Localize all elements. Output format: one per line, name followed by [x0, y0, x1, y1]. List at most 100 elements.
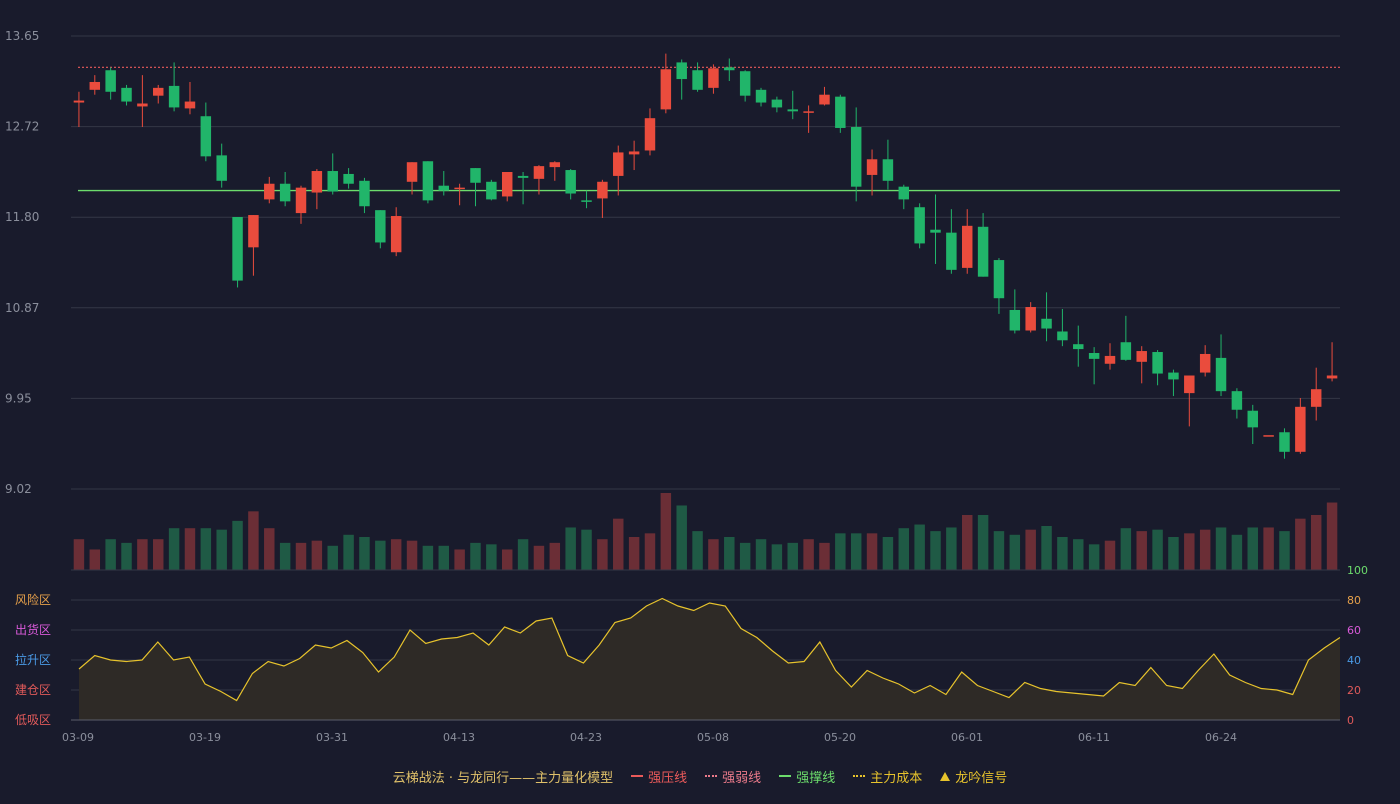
volume-bar [327, 545, 338, 570]
candle-body [882, 159, 894, 181]
candle-body [517, 175, 529, 178]
x-tick-label: 03-31 [316, 731, 348, 744]
volume-bar [898, 528, 910, 570]
volume-bar [375, 540, 386, 570]
volume-bar [755, 539, 767, 570]
legend-label: 强压线 [648, 770, 688, 786]
volume-bar [73, 539, 85, 570]
volume-bar [153, 539, 164, 570]
candle-body [1184, 375, 1195, 394]
volume-bar [279, 542, 291, 570]
solid-line-icon [779, 775, 792, 777]
candle-body [121, 87, 132, 102]
candle-body [1310, 389, 1322, 407]
volume-bar [248, 511, 259, 570]
candle-body [311, 171, 323, 193]
candle-body [581, 200, 592, 202]
legend-title: 云梯战法 · 与龙同行——主力量化模型 [392, 770, 614, 786]
candle-body [1215, 357, 1227, 392]
volume-bar [311, 540, 323, 570]
candle-body [1199, 353, 1211, 373]
legend-item-strong-pressure[interactable]: 强压线 [631, 767, 687, 786]
candle-body [375, 210, 386, 243]
legend-label: 龙吟信号 [955, 770, 1008, 786]
legend-item-main-cost[interactable]: 主力成本 [853, 767, 922, 786]
candle-body [137, 103, 148, 107]
candle-body [279, 183, 291, 202]
volume-bar [1326, 502, 1338, 570]
osc-tick-label: 20 [1347, 684, 1361, 697]
volume-bar [961, 515, 973, 570]
candle-body [597, 181, 608, 199]
candle-body [803, 111, 814, 113]
candle-body [914, 207, 925, 244]
candle-body [1326, 375, 1338, 379]
candle-body [470, 168, 481, 183]
candle-body [438, 185, 450, 191]
candle-body [771, 99, 783, 108]
volume-bar [1215, 527, 1227, 570]
volume-bar [771, 544, 783, 570]
volume-bar [1247, 527, 1258, 570]
oscillator-line [78, 597, 1341, 702]
volume-bar [1104, 540, 1116, 570]
volume-bar [390, 539, 402, 570]
volume-bar [105, 539, 116, 570]
zone-label: 低吸区 [15, 713, 51, 727]
candle-body [1168, 372, 1179, 380]
volume-bar [1057, 537, 1068, 570]
volume-bar [708, 539, 719, 570]
osc-tick-label: 40 [1347, 654, 1361, 667]
volume-bar [692, 531, 703, 570]
volume-bar [1168, 537, 1179, 570]
candle-body [73, 100, 85, 103]
price-tick-label: 13.65 [5, 29, 39, 43]
candle-body [565, 170, 576, 194]
candle-body [1120, 342, 1132, 360]
osc-tick-label: 0 [1347, 714, 1354, 727]
candle-body [359, 180, 370, 207]
x-tick-label: 05-20 [824, 731, 856, 744]
candle-body [264, 183, 275, 200]
price-tick-label: 12.72 [5, 120, 39, 134]
candle-body [168, 85, 180, 108]
volume-bar [1279, 531, 1290, 570]
volume-bar [739, 542, 751, 570]
x-tick-label: 06-11 [1078, 731, 1110, 744]
candle-body [1073, 344, 1084, 350]
legend-item-signal[interactable]: 龙吟信号 [940, 767, 1007, 786]
volume-bar [1199, 529, 1211, 570]
zone-label: 风险区 [15, 592, 51, 607]
candle-body [1104, 355, 1116, 364]
volume-bar [724, 537, 735, 570]
x-tick-label: 06-24 [1205, 731, 1237, 744]
oscillator-area [79, 598, 1340, 720]
candle-body [533, 166, 545, 179]
candle-body [1057, 331, 1068, 341]
candle-body [787, 109, 798, 112]
volume-bar [438, 545, 450, 570]
candle-body [755, 89, 767, 103]
candle-body [628, 151, 640, 155]
triangle-icon [940, 771, 951, 781]
volume-bar [676, 505, 687, 570]
volume-bar [835, 533, 846, 570]
osc-tick-label: 80 [1347, 594, 1361, 607]
candle-body [216, 155, 227, 181]
volume-bar [454, 549, 465, 570]
legend-item-strong-support[interactable]: 强撑线 [779, 767, 835, 786]
volume-bar [1025, 529, 1036, 570]
volume-bar [644, 533, 656, 570]
volume-bar [1310, 515, 1322, 570]
candle-body [835, 96, 846, 128]
price-tick-label: 10.87 [5, 301, 39, 315]
volume-bar [819, 542, 830, 570]
candle-body [613, 152, 624, 176]
candle-body [692, 70, 703, 90]
legend-item-strength-line[interactable]: 强弱线 [705, 767, 761, 786]
volume-bar [406, 540, 418, 570]
volume-bar [628, 537, 640, 570]
candle-body [1279, 432, 1290, 452]
x-tick-label: 03-19 [189, 731, 221, 744]
volume-bar [1088, 544, 1100, 570]
